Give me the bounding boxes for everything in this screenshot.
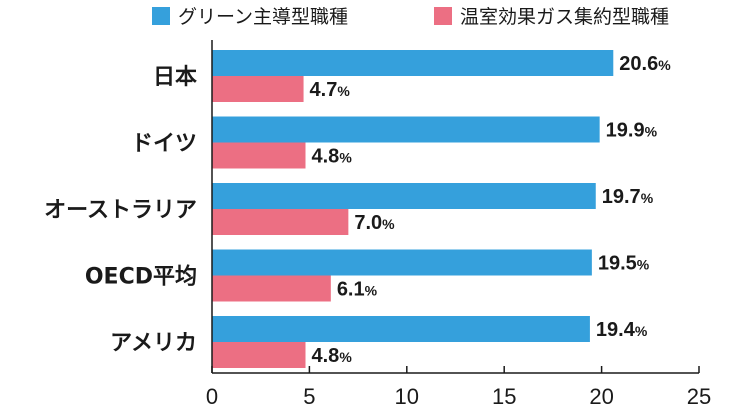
category-label: アメリカ [110,331,197,356]
value-label: 19.5% [598,253,650,275]
bar-green-1 [212,116,600,143]
value-label: 20.6% [619,53,671,75]
value-label: 7.0% [354,212,395,234]
category-label: OECD平均 [85,264,197,290]
x-tick-label: 15 [492,384,516,409]
bar-green-2 [212,183,596,209]
legend-label: グリーン主導型職種 [178,6,348,28]
value-label: 19.9% [606,120,658,142]
bar-green-4 [212,316,590,342]
x-tick-label: 5 [303,384,315,409]
bar-ghg-1 [212,142,306,169]
value-label: 4.7% [310,79,351,101]
value-label: 6.1% [337,279,378,301]
bar-green-0 [212,50,614,76]
x-tick-label: 20 [589,384,613,409]
bar-ghg-3 [212,275,331,302]
x-axis: 0 5 10 15 20 25 [206,40,711,409]
category-label: 日本 [153,65,197,90]
bars: 20.6% 4.7% 19.9% 4.8% 19.7% 7.0% 19.5% 6.1% 19.4… [212,50,671,368]
bar-ghg-2 [212,209,349,235]
category-label: オーストラリア [44,198,197,223]
x-tick-label: 0 [206,384,218,409]
legend-label: 温室効果ガス集約型職種 [460,6,669,28]
bar-ghg-0 [212,76,304,102]
legend-swatch [152,7,170,25]
x-tick-label: 25 [687,384,711,409]
bar-green-3 [212,249,592,276]
bar-ghg-4 [212,342,306,368]
value-label: 4.8% [312,146,353,168]
legend-swatch [434,7,452,25]
value-label: 4.8% [312,345,353,367]
category-label: ドイツ [131,132,197,157]
legend: グリーン主導型職種 温室効果ガス集約型職種 [152,6,669,28]
value-label: 19.7% [602,186,654,208]
value-label: 19.4% [596,319,648,341]
x-tick-label: 10 [395,384,419,409]
